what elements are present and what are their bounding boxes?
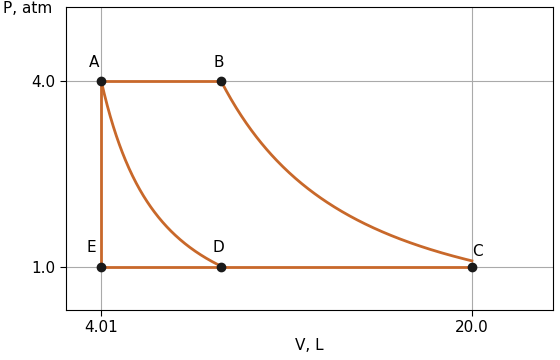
Text: D: D — [213, 240, 225, 256]
Text: C: C — [473, 244, 483, 259]
Text: A: A — [89, 55, 100, 70]
Text: B: B — [213, 55, 224, 70]
Y-axis label: P, atm: P, atm — [3, 1, 52, 16]
Text: E: E — [86, 240, 96, 256]
X-axis label: V, L: V, L — [295, 338, 324, 353]
